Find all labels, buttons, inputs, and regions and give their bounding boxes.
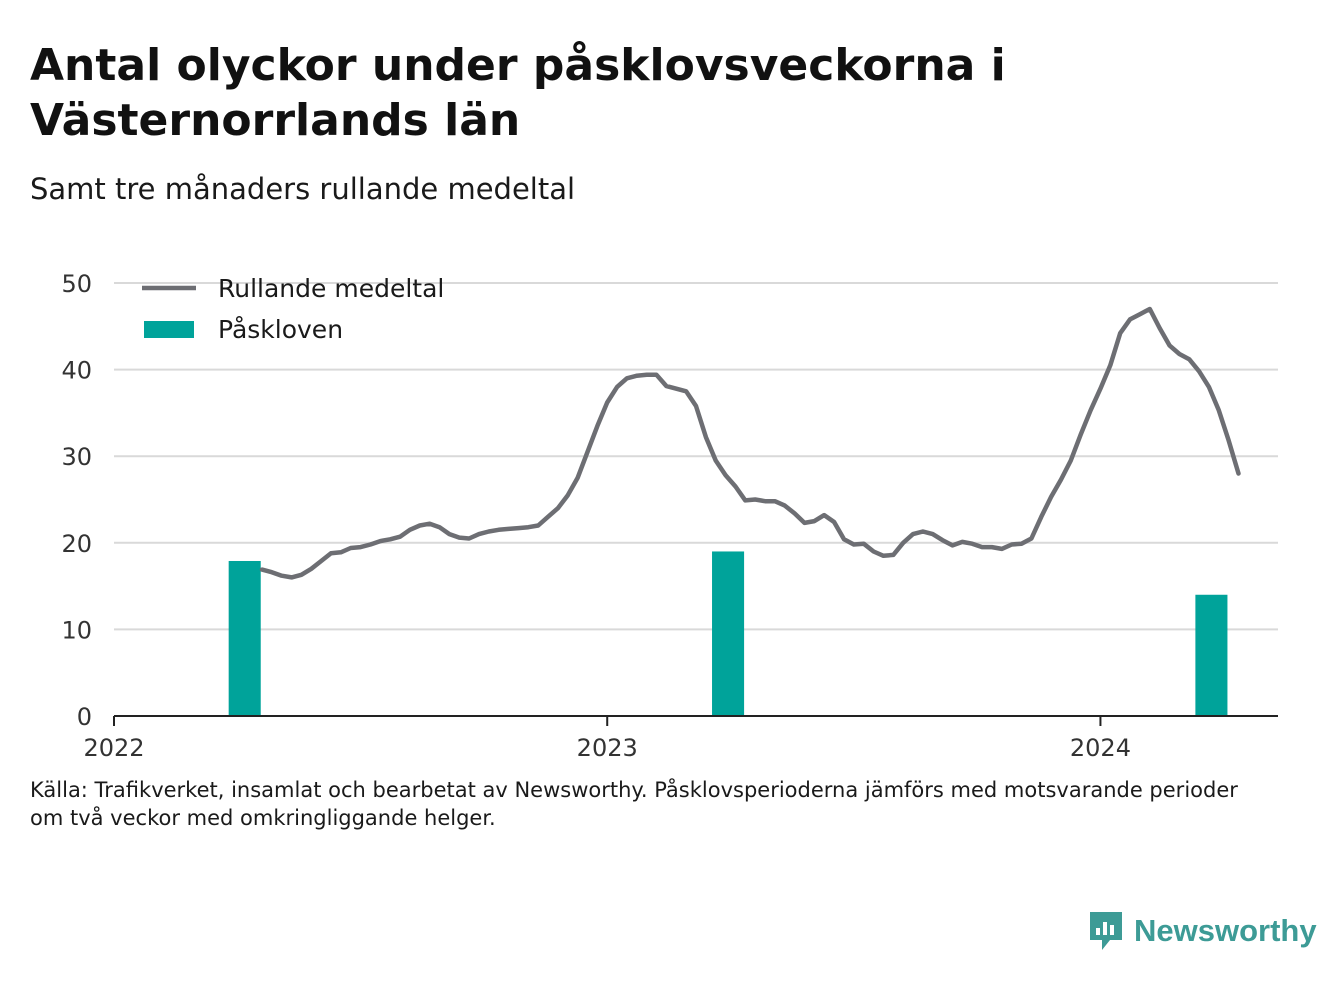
newsworthy-chart-icon bbox=[1090, 912, 1122, 950]
y-tick-label: 50 bbox=[61, 270, 92, 298]
y-tick-label: 10 bbox=[61, 616, 92, 644]
legend: Rullande medeltal Påskloven bbox=[142, 274, 444, 344]
x-tick-label: 2023 bbox=[577, 734, 638, 762]
y-tick-label: 0 bbox=[77, 703, 92, 731]
logo-text: Newsworthy bbox=[1134, 913, 1317, 948]
chart-subtitle: Samt tre månaders rullande medeltal bbox=[30, 172, 576, 206]
legend-label: Rullande medeltal bbox=[218, 274, 444, 303]
legend-bar-swatch bbox=[144, 321, 194, 338]
y-axis-ticks: 0 10 20 30 40 50 bbox=[61, 270, 92, 731]
grid-lines bbox=[114, 282, 1278, 631]
bar-paskloven bbox=[228, 560, 261, 716]
source-note: Källa: Trafikverket, insamlat och bearbe… bbox=[30, 776, 1250, 832]
chart-plot: 0 10 20 30 40 50 2022 2023 2024 Rullande medelt… bbox=[61, 270, 1278, 762]
x-axis: 2022 2023 2024 bbox=[83, 715, 1278, 762]
bar-paskloven bbox=[1195, 594, 1228, 716]
chart-title: Antal olyckor under påsklovsveckorna i V… bbox=[30, 40, 1006, 146]
x-tick-label: 2024 bbox=[1070, 734, 1131, 762]
newsworthy-logo: Newsworthy bbox=[1088, 910, 1317, 952]
y-tick-label: 20 bbox=[61, 530, 92, 558]
line-rullande-medeltal bbox=[259, 306, 1241, 580]
legend-label: Påskloven bbox=[218, 315, 343, 344]
source-line-1: Källa: Trafikverket, insamlat och bearbe… bbox=[30, 778, 1238, 802]
line-series-rullande-medeltal bbox=[259, 306, 1241, 580]
bar-series-paskloven bbox=[228, 551, 1228, 716]
x-tick-label: 2022 bbox=[83, 734, 144, 762]
source-line-2: om två veckor med omkringliggande helger… bbox=[30, 806, 496, 830]
bar-paskloven bbox=[712, 551, 745, 716]
y-tick-label: 40 bbox=[61, 357, 92, 385]
y-tick-label: 30 bbox=[61, 443, 92, 471]
